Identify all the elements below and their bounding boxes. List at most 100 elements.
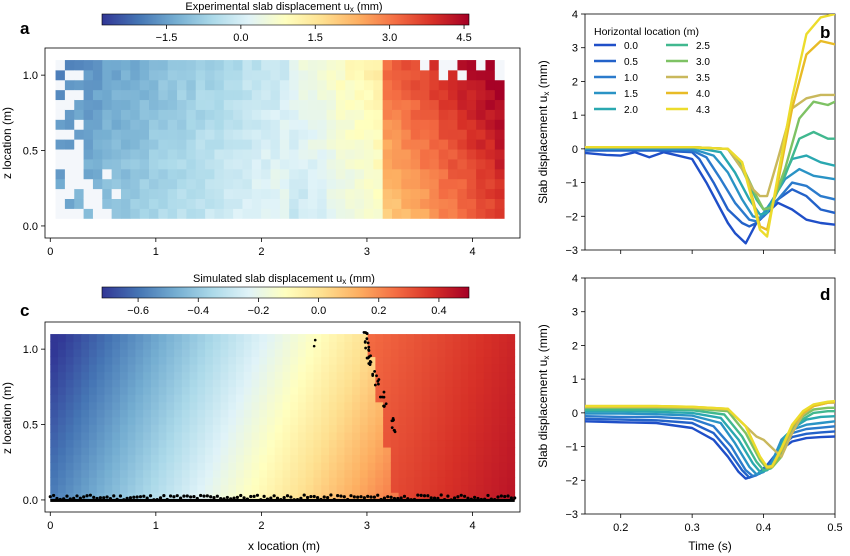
heatmap-cell: [359, 386, 369, 395]
heatmap-cell: [344, 469, 353, 478]
heatmap-cell: [267, 462, 276, 471]
colorbar-c: [101, 286, 470, 299]
heatmap-cell: [352, 371, 361, 380]
heatmap-cell: [174, 439, 183, 448]
heatmap-cell: [354, 129, 365, 140]
heatmap-cell: [290, 349, 299, 358]
heatmap-cell: [189, 432, 198, 441]
heatmap-cell: [437, 469, 446, 478]
heatmap-cell: [220, 469, 229, 478]
heatmap-cell: [205, 379, 214, 388]
heatmap-cell: [158, 454, 167, 463]
heatmap-cell: [205, 349, 214, 358]
heatmap-cell: [499, 364, 508, 373]
heatmap-cell: [119, 439, 129, 448]
heatmap-cell: [259, 469, 268, 478]
heatmap-cell: [297, 469, 307, 478]
series-lines-d: [585, 399, 835, 480]
heatmap-cell: [64, 109, 75, 120]
heatmap-cell: [420, 188, 430, 200]
interface-marker: [249, 494, 253, 499]
heatmap-cell: [205, 371, 214, 380]
heatmap-cell: [289, 139, 299, 150]
heatmap-cell: [289, 178, 299, 190]
interface-marker: [369, 495, 373, 499]
colorbar-tick-label: 3.0: [382, 32, 397, 44]
heatmap-cell: [274, 386, 283, 395]
legend-label: 2.0: [624, 105, 638, 116]
heatmap-cell: [437, 394, 446, 403]
interface-marker: [162, 494, 166, 498]
heatmap-cell: [212, 364, 221, 373]
heatmap-cell: [102, 168, 113, 180]
heatmap-cell: [476, 129, 486, 140]
heatmap-cell: [485, 129, 496, 140]
x-tick-label: 1: [153, 520, 159, 532]
heatmap-cell: [383, 386, 392, 395]
heatmap-cell: [233, 139, 243, 150]
heatmap-cell: [55, 168, 66, 180]
heatmap-cell: [466, 89, 477, 101]
heatmap-cell: [112, 341, 121, 350]
heatmap-cell: [104, 424, 113, 433]
heatmap-cell: [205, 79, 215, 91]
heatmap-cell: [81, 484, 90, 493]
heatmap-cell: [212, 484, 221, 493]
y-tick-label: 2: [572, 76, 578, 88]
heatmap-cell: [421, 424, 430, 433]
heatmap-cell: [236, 394, 245, 403]
heatmap-cell: [367, 409, 376, 418]
heatmap-cell: [88, 334, 98, 343]
heatmap-cell: [326, 188, 337, 200]
heatmap-cell: [429, 439, 438, 448]
interface-marker: [88, 493, 92, 497]
heatmap-cell: [401, 188, 412, 200]
heatmap-cell: [336, 469, 345, 478]
heatmap-cell: [181, 394, 191, 403]
heatmap-cell: [135, 469, 144, 478]
heatmap-cell: [290, 462, 299, 471]
heatmap-cell: [64, 139, 75, 150]
heatmap-cell: [214, 178, 225, 190]
heatmap-cell: [499, 469, 508, 478]
heatmap-cell: [120, 109, 131, 120]
heatmap-cell: [96, 334, 105, 343]
heatmap-cell: [181, 349, 191, 358]
y-tick-label: 1.0: [23, 344, 38, 356]
heatmap-cell: [130, 119, 141, 130]
heatmap-cell: [313, 424, 322, 433]
heatmap-cell: [104, 432, 113, 441]
heatmap-cell: [406, 356, 415, 365]
heatmap-cell: [437, 356, 446, 365]
heatmap-cell: [166, 432, 175, 441]
heatmap-cell: [120, 159, 131, 170]
heatmap-cell: [119, 432, 129, 441]
heatmap-cell: [328, 364, 338, 373]
heatmap-cell: [50, 334, 59, 343]
heatmap-cell: [96, 379, 105, 388]
heatmap-cell: [336, 356, 345, 365]
heatmap-cell: [321, 394, 330, 403]
heatmap-cell: [127, 356, 136, 365]
heatmap-cell: [130, 168, 141, 180]
heatmap-cell: [420, 168, 430, 180]
heatmap-cell: [88, 341, 98, 350]
heatmap-cell: [74, 60, 84, 71]
heatmap-cell: [81, 386, 90, 395]
heatmap-cell: [243, 386, 252, 395]
heatmap-cell: [460, 349, 469, 358]
heatmap-cell: [499, 401, 508, 410]
heatmap-cell: [336, 432, 345, 441]
heatmap-cell: [92, 139, 103, 150]
heatmap-cell: [499, 417, 508, 425]
heatmap-cell: [158, 69, 169, 81]
heatmap-cell: [401, 139, 412, 150]
heatmap-cell: [223, 109, 234, 120]
heatmap-cell: [205, 341, 214, 350]
heatmap-cell: [139, 119, 150, 130]
heatmap-cell: [499, 341, 508, 350]
heatmap-cell: [297, 394, 307, 403]
heatmap-cell: [74, 208, 84, 219]
heatmap-cell: [158, 208, 169, 219]
heatmap-cell: [392, 109, 402, 120]
